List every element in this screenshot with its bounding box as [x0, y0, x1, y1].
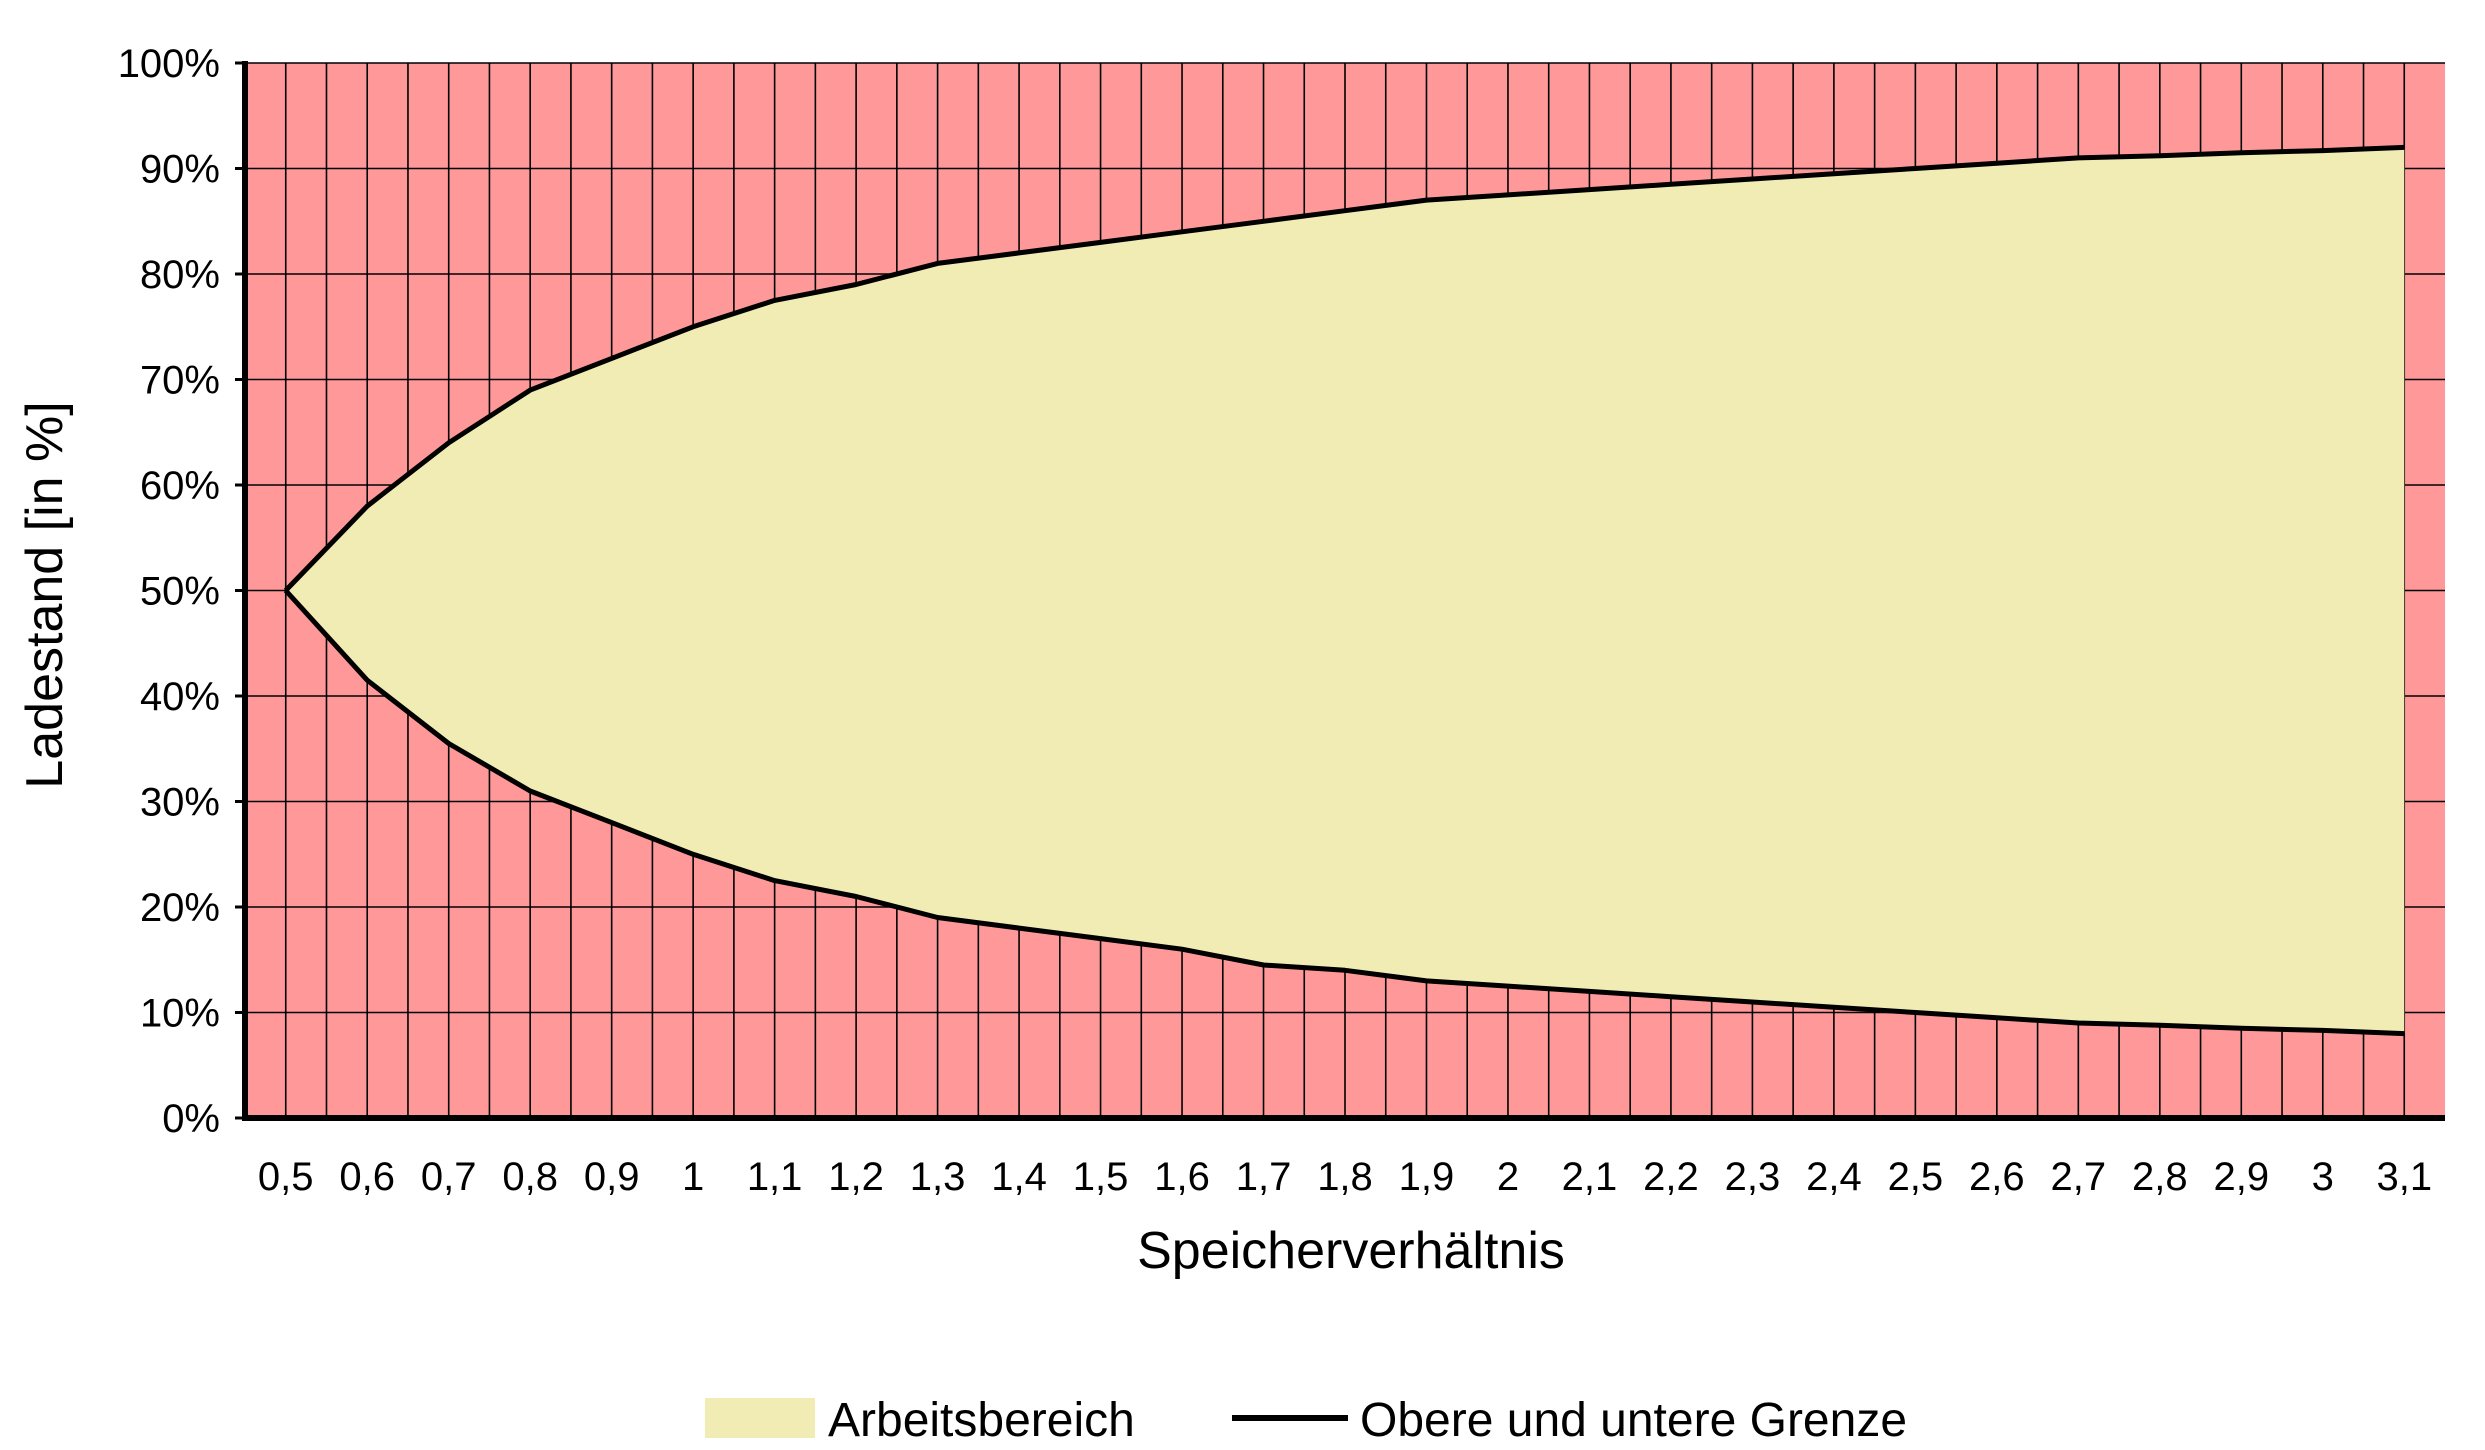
x-tick-label: 1,2: [828, 1155, 884, 1199]
x-tick-label: 1,8: [1317, 1155, 1373, 1199]
legend-label-arbeitsbereich: Arbeitsbereich: [828, 1394, 1135, 1447]
x-tick-label: 0,9: [584, 1155, 640, 1199]
y-tick-label: 10%: [140, 992, 220, 1036]
y-tick-label: 30%: [140, 781, 220, 825]
x-tick-label: 2,9: [2213, 1155, 2269, 1199]
x-tick-label: 1,1: [747, 1155, 803, 1199]
y-tick-label: 100%: [118, 42, 220, 86]
y-tick-label: 90%: [140, 148, 220, 192]
boundary-lines: [283, 144, 2405, 1037]
x-tick-label: 1,3: [910, 1155, 966, 1199]
y-tick-label: 20%: [140, 886, 220, 930]
x-tick-label: 1,4: [991, 1155, 1047, 1199]
legend: Arbeitsbereich Obere und untere Grenze: [705, 1394, 1907, 1447]
x-tick-label: 2,8: [2132, 1155, 2188, 1199]
x-tick-label: 1,9: [1399, 1155, 1455, 1199]
x-tick-label: 0,7: [421, 1155, 477, 1199]
x-axis-title: Speicherverhältnis: [1137, 1222, 1565, 1280]
x-tick-label: 0,5: [258, 1155, 314, 1199]
x-tick-label: 1: [682, 1155, 704, 1199]
legend-label-grenze: Obere und untere Grenze: [1360, 1394, 1907, 1447]
axes: [242, 61, 2445, 1121]
x-tick-label: 3,1: [2376, 1155, 2432, 1199]
y-axis-title: Ladestand [in %]: [16, 401, 74, 788]
x-tick-label: 2,5: [1888, 1155, 1944, 1199]
y-tick-label: 50%: [140, 570, 220, 614]
series-arbeitsbereich-area: [285, 147, 2405, 1034]
legend-swatch-arbeitsbereich: [705, 1398, 815, 1438]
upper-limit-line: [283, 144, 2405, 593]
plot-area: [245, 62, 2445, 1118]
y-tick-label: 70%: [140, 359, 220, 403]
lower-limit-line: [283, 588, 2405, 1037]
x-axis-ticks: 0,5 0,6 0,7 0,8 0,9 1 1,1 1,2 1,3 1,4 1,5 1,6 1,7 1,8…: [258, 1155, 2432, 1199]
x-tick-label: 2,1: [1562, 1155, 1618, 1199]
x-tick-label: 2,3: [1725, 1155, 1781, 1199]
x-tick-label: 1,6: [1154, 1155, 1210, 1199]
x-tick-label: 2: [1497, 1155, 1519, 1199]
x-tick-label: 1,7: [1236, 1155, 1292, 1199]
x-tick-label: 0,8: [502, 1155, 558, 1199]
y-tick-label: 40%: [140, 675, 220, 719]
x-tick-label: 2,6: [1969, 1155, 2025, 1199]
x-tick-label: 3: [2312, 1155, 2334, 1199]
x-tick-label: 2,7: [2051, 1155, 2107, 1199]
y-tick-label: 0%: [162, 1097, 220, 1141]
y-tick-label: 60%: [140, 464, 220, 508]
y-axis-ticks: 0% 10% 20% 30% 40% 50% 60% 70% 80% 90% 100%: [118, 42, 245, 1141]
x-tick-label: 1,5: [1073, 1155, 1129, 1199]
x-tick-label: 0,6: [339, 1155, 395, 1199]
x-tick-label: 2,4: [1806, 1155, 1862, 1199]
x-tick-label: 2,2: [1643, 1155, 1699, 1199]
y-tick-label: 80%: [140, 253, 220, 297]
